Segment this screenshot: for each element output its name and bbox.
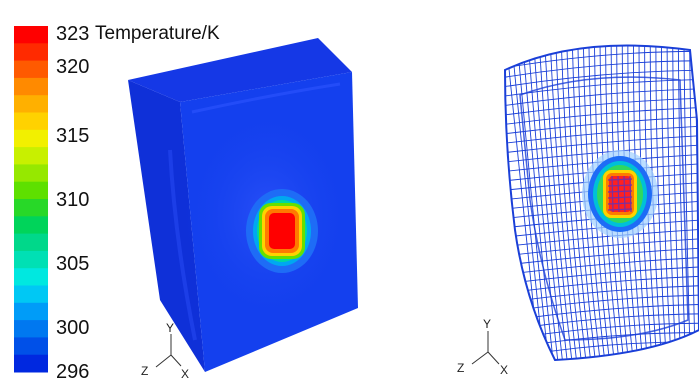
left-axis-triad: Y Z X — [141, 321, 189, 381]
mesh-line-vertical — [543, 45, 574, 360]
colorbar-cell — [14, 164, 48, 183]
colorbar-cell — [14, 147, 48, 165]
mesh-line-horizontal — [505, 79, 699, 98]
mesh-outline — [503, 44, 699, 362]
box-top-face — [128, 38, 352, 102]
mesh-line-vertical — [661, 45, 673, 360]
colorbar-cell — [14, 302, 48, 321]
mesh-line-vertical — [655, 45, 668, 360]
legend-tick-300: 300 — [56, 317, 89, 339]
solid-box-view — [128, 38, 358, 372]
hot-mesh-line — [629, 175, 632, 213]
mesh-line-horizontal — [505, 135, 699, 155]
box-edge-highlight — [191, 82, 341, 114]
colorbar-cell — [14, 216, 48, 235]
colorbar-cell — [14, 77, 48, 96]
colorbar-cell — [14, 60, 48, 79]
colorbar-cell — [14, 95, 48, 113]
mesh-line-horizontal — [505, 50, 699, 70]
colorbar-cell — [14, 199, 48, 217]
mesh-line-vertical — [532, 45, 564, 360]
box-side-highlight — [168, 149, 197, 341]
mesh-line-vertical — [571, 45, 597, 360]
mesh-line-vertical — [683, 45, 692, 360]
colorbar-cell — [14, 268, 48, 286]
mesh-line-horizontal — [505, 60, 699, 80]
colorbar-cell — [14, 337, 48, 356]
colorbar-cell — [14, 112, 48, 131]
temperature-colorbar — [14, 26, 48, 373]
legend-title: Temperature/K — [95, 23, 220, 44]
left-hot-spot — [246, 189, 318, 273]
colorbar-cell — [14, 43, 48, 62]
legend-max-label: 323 — [56, 23, 89, 45]
mesh-line-vertical — [554, 45, 583, 360]
hot-mesh-line — [607, 208, 633, 211]
hot-spot-mesh-lines — [607, 175, 633, 213]
mesh-line-horizontal — [505, 116, 699, 136]
colorbar-cell — [14, 354, 48, 373]
mesh-line-vertical — [672, 45, 682, 360]
legend-tick-315: 315 — [56, 125, 89, 147]
mesh-line-vertical — [566, 45, 593, 360]
mesh-line-vertical — [526, 45, 560, 360]
hot-mesh-line — [607, 178, 633, 181]
left-axis-x-label: X — [181, 367, 189, 381]
mesh-line-vertical — [549, 45, 579, 360]
mesh-line-vertical — [521, 45, 555, 360]
right-axis-y-label: Y — [483, 317, 491, 331]
colorbar-cell — [14, 129, 48, 148]
hot-mesh-line — [623, 175, 626, 213]
right-axis-z-label: Z — [457, 361, 464, 375]
hot-mesh-line — [607, 196, 633, 199]
colorbar-cell — [14, 26, 48, 44]
legend-tick-305: 305 — [56, 253, 89, 275]
legend-tick-310: 310 — [56, 189, 89, 211]
legend-tick-320: 320 — [56, 56, 89, 78]
mesh-line-vertical — [677, 45, 687, 360]
hot-mesh-line — [617, 175, 620, 213]
legend-min-label: 296 — [56, 361, 89, 381]
wireframe-mesh-view — [503, 44, 699, 362]
right-hot-spot — [582, 150, 658, 238]
colorbar-cell — [14, 233, 48, 252]
left-axis-y-label: Y — [166, 321, 174, 335]
colorbar-cells — [14, 26, 48, 373]
colorbar-cell — [14, 181, 48, 200]
mesh-inner-border — [519, 76, 689, 341]
hot-mesh-line — [607, 202, 633, 205]
mesh-line-horizontal — [505, 144, 699, 164]
mesh-line-vertical — [560, 45, 588, 360]
hot-mesh-line — [607, 190, 633, 193]
colorbar-cell — [14, 285, 48, 304]
colorbar-cell — [14, 320, 48, 338]
hot-mesh-line — [611, 175, 614, 213]
right-axis-x-label: X — [500, 363, 508, 377]
mesh-line-vertical — [538, 45, 569, 360]
mesh-line-horizontal — [505, 69, 699, 89]
left-axis-z-label: Z — [141, 364, 148, 378]
mesh-line-horizontal — [505, 107, 699, 127]
mesh-line-vertical — [688, 45, 696, 360]
mesh-line-horizontal — [505, 125, 699, 145]
mesh-line-horizontal — [505, 229, 699, 248]
colorbar-cell — [14, 250, 48, 269]
mesh-line-horizontal — [505, 97, 699, 117]
hot-mesh-line — [607, 184, 633, 187]
right-axis-triad: Y Z X — [457, 317, 508, 377]
mesh-line-horizontal — [505, 238, 699, 258]
